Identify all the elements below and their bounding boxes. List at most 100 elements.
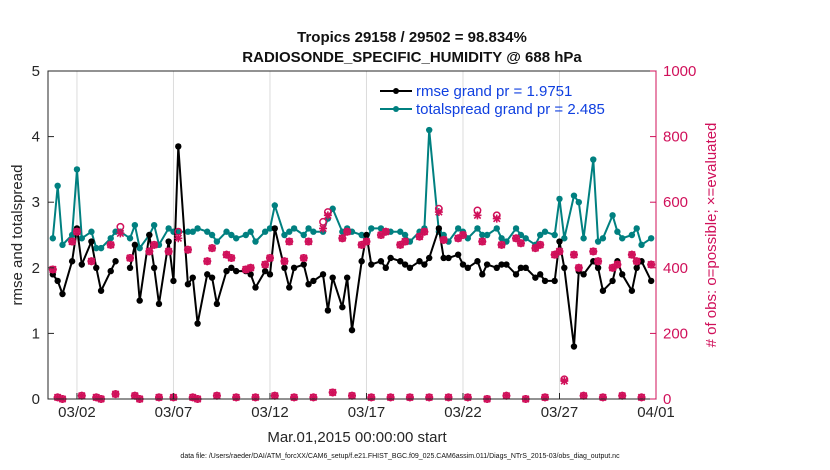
obs-evaluated-point — [87, 257, 96, 266]
obs-evaluated-point — [381, 227, 390, 236]
rmse-point — [532, 274, 539, 281]
obs-evaluated-point — [92, 393, 101, 402]
obs-evaluated-point — [497, 240, 506, 249]
rmse-point — [397, 258, 404, 265]
spread-point — [647, 235, 655, 242]
rmse-point — [261, 267, 269, 275]
obs-evaluated-point — [357, 240, 366, 249]
rmse-point — [266, 271, 274, 278]
obs-evaluated-point — [174, 234, 183, 243]
obs-evaluated-point — [478, 237, 487, 246]
spread-point — [619, 235, 626, 242]
x-tick-label: 03/22 — [444, 404, 482, 421]
spread-point — [247, 228, 254, 235]
rmse-point — [479, 271, 486, 278]
rmse-point — [131, 241, 139, 249]
obs-evaluated-point — [598, 393, 607, 402]
rmse-point — [377, 258, 385, 265]
rmse-point — [382, 264, 389, 271]
rmse-point — [493, 264, 500, 271]
spread-point — [208, 231, 216, 239]
rmse-point — [426, 254, 433, 262]
rmse-point — [59, 290, 66, 298]
rmse-point — [416, 258, 423, 265]
obs-evaluated-point — [222, 250, 231, 259]
spread-point — [397, 228, 404, 235]
y-tick-label-left: 3 — [32, 194, 40, 211]
obs-evaluated-point — [458, 231, 467, 239]
rmse-point — [556, 238, 563, 245]
spread-point — [228, 231, 235, 239]
x-axis: 03/02 03/07 03/12 03/17 03/22 03/27 04/01 — [58, 393, 675, 421]
rmse-point — [286, 284, 293, 291]
spread-point — [49, 235, 57, 242]
obs-evaluated-point — [48, 265, 57, 274]
spread-point — [175, 228, 182, 235]
obs-evaluated-point — [251, 393, 260, 402]
rmse-point — [107, 267, 114, 275]
spread-point — [368, 225, 375, 232]
rmse-point — [213, 300, 221, 308]
obs-evaluated-point — [212, 391, 221, 400]
obs-evaluated-point — [594, 257, 603, 266]
obs-evaluated-point — [608, 263, 617, 272]
obs-evaluated-point — [323, 211, 332, 220]
obs-evaluated-point — [439, 235, 448, 244]
spread-point — [97, 244, 105, 252]
rmse-point — [339, 303, 346, 311]
obs-evaluated-point — [183, 245, 192, 254]
spread-point — [194, 225, 201, 232]
chart-title-line2: RADIOSONDE_SPECIFIC_HUMIDITY @ 688 hPa — [242, 49, 582, 66]
obs-evaluated-point — [454, 234, 463, 243]
spread-point — [78, 235, 85, 242]
obs-evaluated-point — [126, 253, 135, 262]
y-tick-label-left: 0 — [32, 391, 40, 408]
obs-evaluated-point — [420, 227, 429, 236]
y-tick-label-right: 600 — [663, 194, 688, 211]
rmse-point — [609, 277, 616, 285]
spread-point — [454, 225, 462, 232]
obs-evaluated-point — [386, 393, 395, 402]
obs-evaluated-point — [647, 260, 656, 269]
rmse-point — [401, 261, 409, 268]
spread-point — [93, 244, 100, 252]
rmse-point — [536, 271, 544, 278]
rmse-point — [594, 264, 602, 271]
rmse-point — [454, 251, 462, 258]
obs-evaluated-point — [304, 237, 313, 246]
obs-evaluated-point — [130, 391, 139, 400]
obs-evaluated-point — [463, 393, 472, 402]
rmse-point — [97, 287, 105, 294]
rmse-point — [126, 264, 134, 271]
y-tick-label-left: 5 — [32, 63, 40, 80]
spread-point — [73, 166, 81, 173]
obs-evaluated-point — [150, 240, 159, 249]
spread-point — [88, 228, 95, 235]
spread-point — [232, 235, 240, 242]
y-tick-label-right: 200 — [663, 325, 688, 342]
y-axis-label-right: # of obs: o=possible; ×=evaluated — [703, 123, 720, 348]
rmse-point — [329, 274, 336, 281]
obs-evaluated-point — [285, 237, 294, 246]
spread-point — [213, 238, 221, 245]
spread-point — [551, 231, 558, 239]
rmse-point — [54, 277, 61, 285]
rmse-point — [305, 281, 312, 288]
spread-point — [628, 231, 636, 239]
obs-evaluated-point — [396, 240, 405, 249]
spread-point — [570, 192, 578, 199]
obs-evaluated-point — [111, 390, 120, 399]
x-tick-label: 03/07 — [155, 404, 193, 421]
rmse-point — [136, 297, 143, 304]
rmse-point — [300, 261, 307, 268]
spread-point — [300, 231, 307, 239]
spread-point — [126, 235, 134, 242]
obs-evaluated-point — [232, 393, 241, 402]
obs-evaluated-point — [338, 234, 347, 243]
x-tick-label: 03/17 — [348, 404, 386, 421]
rmse-point — [271, 225, 278, 232]
spread-point — [536, 231, 544, 239]
spread-point — [561, 235, 568, 242]
spread-point — [281, 231, 288, 239]
rmse-point — [647, 277, 655, 285]
